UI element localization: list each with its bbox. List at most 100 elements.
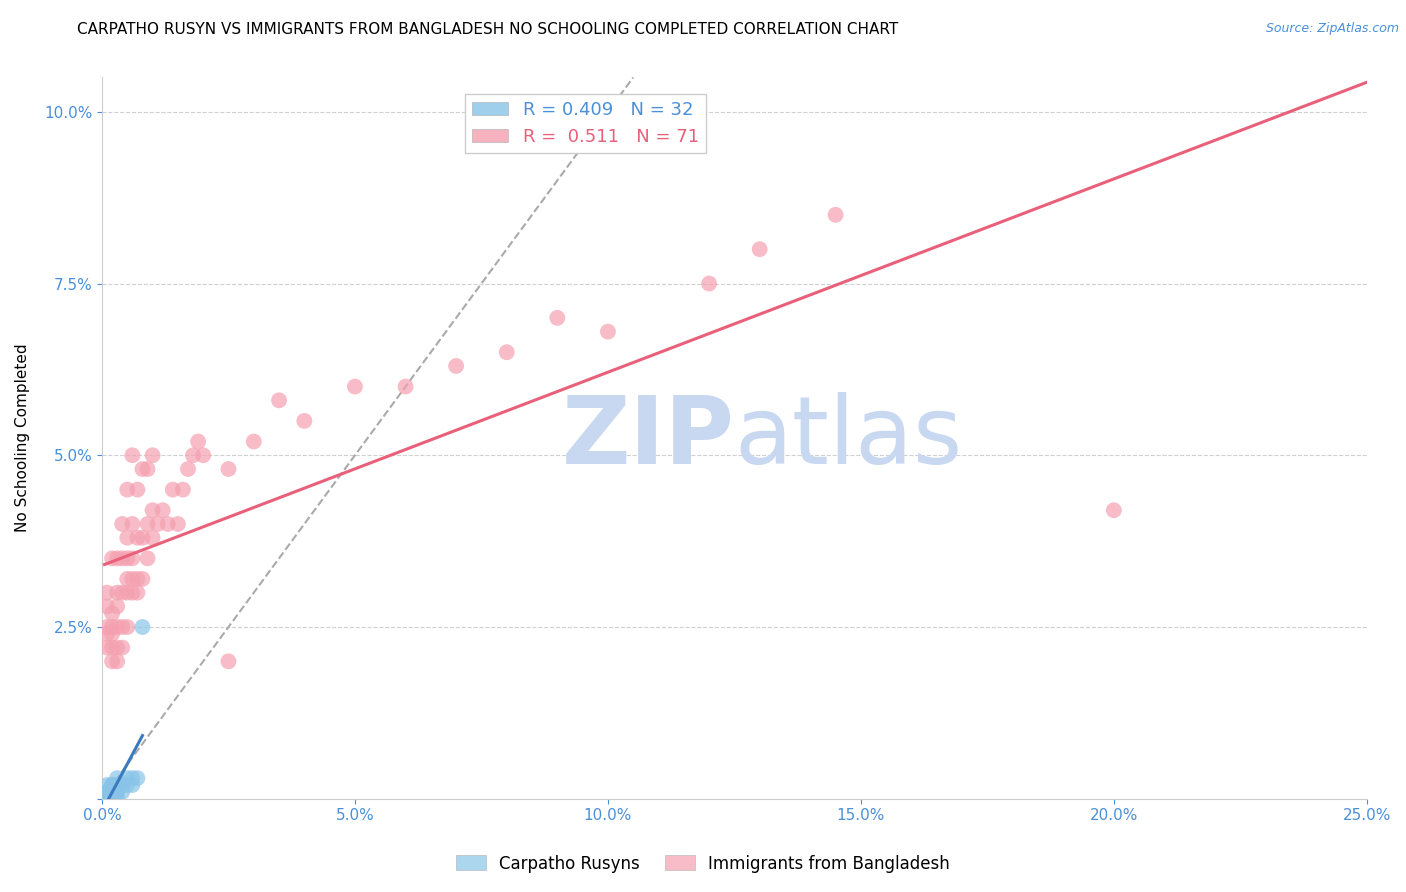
Point [117, 585, 139, 599]
Point [96, 785, 118, 799]
Point [546, 310, 568, 325]
Point [127, 531, 149, 545]
Point [127, 771, 149, 785]
Point [127, 483, 149, 497]
Point [111, 620, 134, 634]
Point [101, 620, 124, 634]
Point [101, 778, 124, 792]
Point [121, 585, 143, 599]
Point [96, 640, 118, 655]
Point [117, 572, 139, 586]
Point [111, 551, 134, 566]
Point [131, 462, 153, 476]
Point [117, 778, 139, 792]
Point [217, 654, 239, 668]
Text: atlas: atlas [734, 392, 963, 484]
Point [444, 359, 467, 373]
Point [105, 785, 128, 799]
Point [111, 778, 134, 792]
Point [121, 771, 143, 785]
Point [121, 448, 143, 462]
Point [105, 778, 128, 792]
Point [824, 208, 846, 222]
Point [136, 516, 159, 531]
Point [292, 414, 315, 428]
Point [96, 627, 118, 641]
Point [596, 325, 619, 339]
Point [96, 585, 118, 599]
Point [96, 791, 118, 805]
Point [136, 462, 159, 476]
Point [127, 572, 149, 586]
Text: CARPATHO RUSYN VS IMMIGRANTS FROM BANGLADESH NO SCHOOLING COMPLETED CORRELATION : CARPATHO RUSYN VS IMMIGRANTS FROM BANGLA… [77, 22, 898, 37]
Legend: Carpatho Rusyns, Immigrants from Bangladesh: Carpatho Rusyns, Immigrants from Banglad… [450, 848, 956, 880]
Point [105, 640, 128, 655]
Point [117, 483, 139, 497]
Point [105, 551, 128, 566]
Point [193, 448, 215, 462]
Point [105, 785, 128, 799]
Point [101, 778, 124, 792]
Point [105, 654, 128, 668]
Point [152, 503, 174, 517]
Y-axis label: No Schooling Completed: No Schooling Completed [15, 343, 30, 533]
Point [101, 791, 124, 805]
Point [187, 434, 209, 449]
Point [495, 345, 517, 359]
Point [146, 516, 169, 531]
Point [101, 791, 124, 805]
Text: ZIP: ZIP [561, 392, 734, 484]
Point [121, 572, 143, 586]
Point [121, 516, 143, 531]
Point [121, 778, 143, 792]
Point [101, 778, 124, 792]
Point [167, 516, 190, 531]
Point [101, 654, 124, 668]
Point [1102, 503, 1125, 517]
Point [121, 551, 143, 566]
Point [111, 585, 134, 599]
Point [105, 585, 128, 599]
Point [96, 785, 118, 799]
Point [101, 640, 124, 655]
Point [96, 785, 118, 799]
Point [142, 448, 165, 462]
Point [177, 462, 200, 476]
Point [96, 791, 118, 805]
Point [96, 785, 118, 799]
Point [131, 572, 153, 586]
Point [267, 393, 290, 408]
Point [697, 277, 720, 291]
Point [117, 551, 139, 566]
Point [172, 483, 194, 497]
Point [156, 516, 179, 531]
Point [111, 640, 134, 655]
Point [131, 531, 153, 545]
Point [96, 791, 118, 805]
Point [105, 771, 128, 785]
Point [242, 434, 264, 449]
Point [101, 791, 124, 805]
Point [117, 620, 139, 634]
Point [111, 785, 134, 799]
Point [96, 791, 118, 805]
Point [96, 620, 118, 634]
Point [101, 785, 124, 799]
Point [343, 379, 366, 393]
Point [105, 599, 128, 614]
Point [117, 771, 139, 785]
Point [117, 531, 139, 545]
Point [162, 483, 184, 497]
Point [101, 785, 124, 799]
Point [217, 462, 239, 476]
Point [142, 531, 165, 545]
Legend: R = 0.409   N = 32, R =  0.511   N = 71: R = 0.409 N = 32, R = 0.511 N = 71 [465, 94, 706, 153]
Point [96, 791, 118, 805]
Point [96, 778, 118, 792]
Point [101, 607, 124, 621]
Point [136, 551, 159, 566]
Point [181, 448, 204, 462]
Point [748, 242, 770, 256]
Point [105, 620, 128, 634]
Point [111, 516, 134, 531]
